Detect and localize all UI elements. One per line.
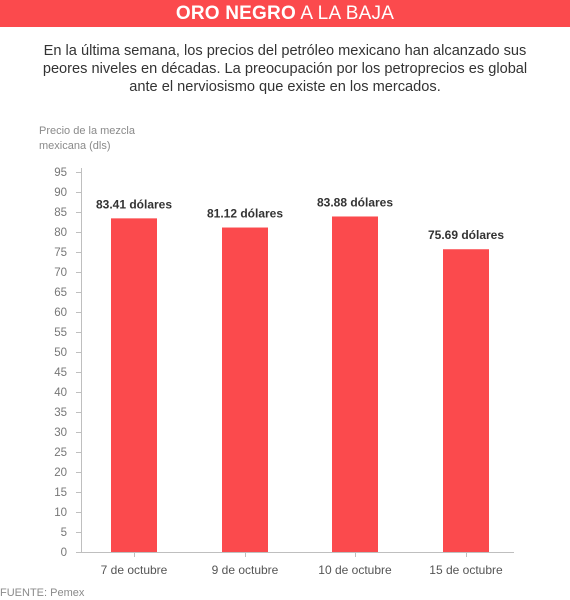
y-tick-label: 95 bbox=[54, 167, 67, 179]
bar bbox=[443, 249, 489, 553]
y-tick-label: 0 bbox=[61, 547, 67, 559]
y-tick-label: 80 bbox=[54, 227, 67, 239]
y-tick-label: 60 bbox=[54, 307, 67, 319]
y-tick-label: 55 bbox=[54, 327, 67, 339]
title-rest: A LA BAJA bbox=[300, 3, 395, 24]
bar bbox=[111, 218, 157, 553]
y-tick-label: 90 bbox=[54, 187, 67, 199]
y-tick-label: 50 bbox=[54, 347, 67, 359]
bar-value-label: 83.41 dólares bbox=[96, 197, 172, 211]
x-tick-label: 15 de octubre bbox=[429, 563, 503, 577]
source-note: FUENTE: Pemex bbox=[0, 587, 85, 599]
bar bbox=[332, 216, 378, 553]
bar-value-label: 75.69 dólares bbox=[428, 228, 504, 242]
bar-value-label: 83.88 dólares bbox=[317, 195, 393, 209]
y-axis-label: Precio de la mezcla mexicana (dls) bbox=[39, 125, 135, 152]
y-tick-label: 15 bbox=[54, 487, 67, 499]
bar-value-label: 81.12 dólares bbox=[207, 207, 283, 221]
title-banner: ORO NEGRO A LA BAJA bbox=[0, 0, 570, 27]
y-tick-label: 70 bbox=[54, 267, 67, 279]
y-tick-label: 40 bbox=[54, 387, 67, 399]
y-tick-label: 25 bbox=[54, 447, 67, 459]
y-tick-label: 35 bbox=[54, 407, 67, 419]
y-tick-label: 20 bbox=[54, 467, 67, 479]
y-tick-label: 65 bbox=[54, 287, 67, 299]
y-tick-label: 75 bbox=[54, 247, 67, 259]
x-tick-label: 10 de octubre bbox=[318, 563, 392, 577]
bar bbox=[222, 227, 268, 552]
chart-subtitle: En la última semana, los precios del pet… bbox=[42, 43, 528, 95]
y-tick-label: 45 bbox=[54, 367, 67, 379]
y-tick-label: 10 bbox=[54, 507, 67, 519]
y-tick-label: 30 bbox=[54, 427, 67, 439]
title-bold: ORO NEGRO bbox=[175, 3, 296, 24]
x-tick-label: 9 de octubre bbox=[212, 563, 279, 577]
x-tick-label: 7 de octubre bbox=[101, 563, 168, 577]
y-tick-label: 85 bbox=[54, 207, 67, 219]
y-tick-label: 5 bbox=[61, 527, 67, 539]
